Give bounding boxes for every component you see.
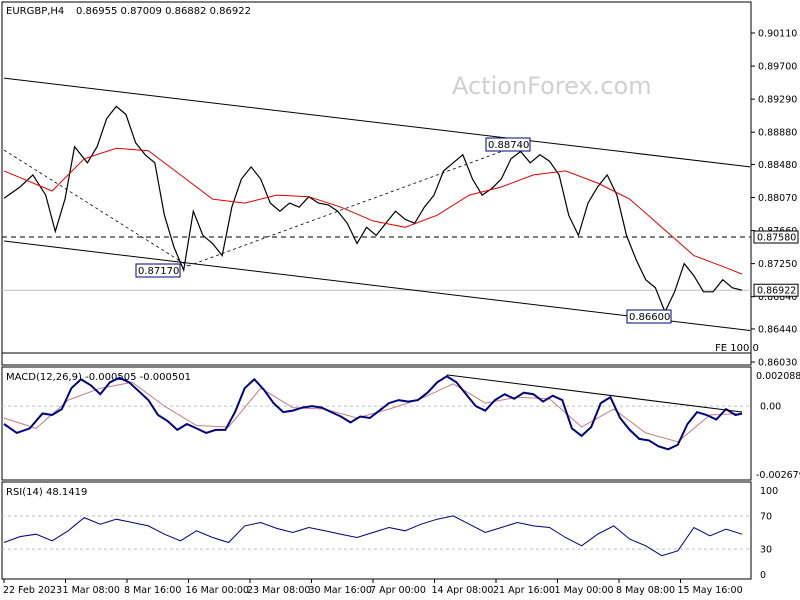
- macd-signal-series: [3, 381, 743, 443]
- time-axis: 22 Feb 2023 1 Mar 08:00 8 Mar 16:00 16 Mar …: [3, 579, 743, 596]
- time-tick-label: 1 Mar 08:00: [63, 585, 120, 596]
- time-tick-label: 22 Feb 2023: [3, 585, 62, 596]
- macd-trendline: [446, 374, 743, 413]
- moving-average-series: [3, 147, 743, 275]
- rsi-tick-100: 100: [760, 486, 778, 497]
- time-tick-label: 8 Mar 16:00: [124, 585, 181, 596]
- price-tick-label: 0.86440: [758, 324, 797, 335]
- macd-series: [3, 375, 743, 451]
- rsi-series: [3, 515, 743, 557]
- svg-text:0.86600: 0.86600: [629, 312, 670, 323]
- channel-lower-line: [3, 240, 751, 332]
- rsi-panel: [1, 481, 752, 580]
- time-tick-label: 1 May 00:00: [555, 585, 614, 596]
- fe-label: FE 100.0: [715, 343, 759, 354]
- price-tick-label: 0.86030: [758, 358, 797, 369]
- svg-text:0.87170: 0.87170: [138, 266, 179, 277]
- resistance-tag: 0.87580: [753, 230, 799, 244]
- swing-line-down: [3, 149, 189, 267]
- annotation-low1: 0.87170: [135, 263, 181, 278]
- main-panel: [1, 1, 752, 366]
- price-tick-label: 0.89290: [758, 95, 797, 106]
- time-tick-label: 14 Apr 08:00: [432, 585, 494, 596]
- price-axis: 0.90110 0.89700 0.89290 0.88880 0.88480 0.880…: [751, 29, 797, 369]
- swing-line-up: [187, 143, 523, 267]
- time-tick-label: 7 Apr 00:00: [370, 585, 426, 596]
- svg-text:0.87580: 0.87580: [757, 233, 796, 244]
- channel-upper-line: [3, 77, 751, 168]
- time-tick-label: 30 Mar 16:00: [309, 585, 372, 596]
- time-tick-label: 21 Apr 16:00: [493, 585, 555, 596]
- annotation-high1: 0.88740: [485, 137, 531, 152]
- chart-header-symbol: EURGBP,H4: [6, 6, 64, 17]
- time-tick-label: 8 May 08:00: [616, 585, 675, 596]
- macd-title: MACD(12,26,9) -0.000505 -0.000501: [6, 372, 191, 383]
- price-tick-label: 0.88480: [758, 160, 797, 171]
- time-tick-label: 23 Mar 08:00: [247, 585, 310, 596]
- macd-tick-zero: 0.00: [760, 402, 781, 413]
- rsi-tick-70: 70: [760, 511, 772, 522]
- price-tick-label: 0.88070: [758, 193, 797, 204]
- price-tick-label: 0.88880: [758, 128, 797, 139]
- price-series: [3, 105, 743, 314]
- chart-header-ohlc: 0.86955 0.87009 0.86882 0.86922: [76, 6, 251, 17]
- svg-text:0.86922: 0.86922: [757, 286, 796, 297]
- price-tick-label: 0.90110: [758, 29, 797, 40]
- svg-text:0.88740: 0.88740: [488, 140, 529, 151]
- macd-tick-top: 0.002088: [756, 371, 800, 382]
- time-tick-label: 16 Mar 00:00: [186, 585, 249, 596]
- price-tag: 0.86922: [753, 283, 799, 297]
- macd-panel: [1, 366, 752, 481]
- macd-tick-bottom: -0.002679: [756, 470, 800, 481]
- price-tick-label: 0.89700: [758, 62, 797, 73]
- price-tick-label: 0.87250: [758, 259, 797, 270]
- annotation-low2: 0.86600: [626, 309, 672, 324]
- rsi-tick-30: 30: [760, 545, 772, 556]
- price-tick-label: 0.86840: [758, 292, 797, 303]
- time-tick-label: 15 May 16:00: [678, 585, 743, 596]
- rsi-title: RSI(14) 48.1419: [6, 487, 87, 498]
- rsi-tick-0: 0: [760, 570, 766, 581]
- watermark: ActionForex.com: [452, 72, 652, 100]
